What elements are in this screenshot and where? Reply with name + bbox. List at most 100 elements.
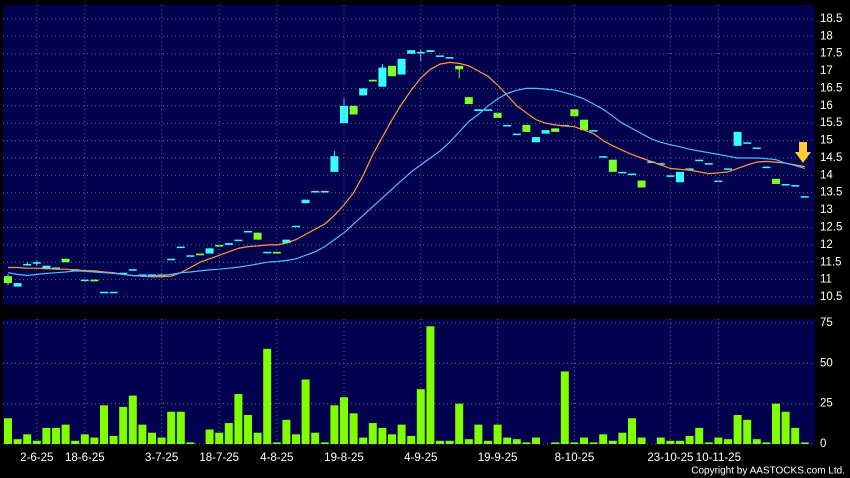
volume-bar	[724, 439, 732, 444]
volume-bar	[608, 440, 617, 444]
x-tick-label: 2-6-25	[20, 452, 53, 464]
volume-bar	[445, 440, 454, 444]
volume-bar	[349, 413, 358, 444]
candle-body	[628, 173, 636, 176]
volume-bar	[215, 432, 224, 444]
volume-bar	[80, 434, 89, 444]
candle-body	[244, 230, 252, 233]
candle-body	[551, 128, 560, 132]
candle-body	[608, 159, 617, 172]
candle-body	[186, 255, 195, 257]
candle-body	[32, 262, 41, 264]
candle-body	[128, 269, 137, 271]
volume-panel	[3, 319, 815, 444]
y-tick-label: 18	[820, 30, 833, 42]
candle-body	[416, 51, 425, 54]
candle-body	[733, 131, 742, 146]
volume-bar	[23, 434, 32, 444]
volume-bar	[272, 442, 281, 444]
volume-bar	[263, 348, 272, 444]
volume-bar	[407, 435, 416, 444]
volume-bar	[416, 389, 425, 444]
volume-bar	[704, 442, 713, 444]
x-tick-label: 3-7-25	[145, 452, 178, 464]
volume-bar	[618, 432, 627, 444]
candle-body	[647, 161, 656, 163]
x-tick-label: 4-9-25	[404, 452, 437, 464]
volume-bar	[100, 405, 108, 444]
candle-body	[455, 65, 464, 70]
candle-body	[397, 58, 406, 75]
candle-body	[138, 274, 147, 276]
y-tick-label: 11.5	[820, 256, 842, 268]
candle-body	[196, 253, 204, 256]
volume-bar	[340, 397, 348, 444]
volume-bar	[244, 414, 252, 444]
volume-bar	[772, 403, 780, 444]
volume-bar	[714, 437, 723, 444]
candle-body	[4, 276, 12, 284]
volume-bar	[378, 427, 387, 444]
volume-bar	[320, 442, 329, 444]
volume-bar	[292, 434, 300, 444]
candle-body	[666, 175, 675, 177]
y-tick-label: 0	[820, 438, 826, 450]
candle-body	[637, 180, 646, 188]
candle-body	[599, 156, 608, 158]
volume-bar	[176, 411, 185, 444]
volume-bar	[52, 427, 60, 444]
y-tick-label: 10.5	[820, 291, 842, 303]
volume-bar	[253, 432, 262, 444]
volume-bar	[311, 432, 320, 444]
volume-bar	[493, 424, 502, 444]
volume-bar	[455, 403, 464, 444]
volume-bar	[589, 442, 598, 444]
candle-body	[13, 283, 22, 287]
candle-body	[541, 130, 550, 134]
candle-body	[90, 279, 99, 282]
candle-body	[167, 258, 176, 261]
arrow-shaft	[799, 142, 807, 153]
candle-body	[272, 251, 281, 254]
candle-body	[292, 225, 300, 228]
candle-body	[253, 232, 262, 240]
y-tick-label: 14	[820, 169, 833, 181]
volume-bar	[570, 442, 579, 444]
volume-bar	[397, 424, 406, 444]
candle-body	[752, 147, 761, 150]
candle-body	[320, 190, 329, 193]
volume-bar	[685, 435, 694, 444]
volume-bar	[42, 427, 51, 444]
candle-body	[618, 171, 627, 174]
volume-bar	[205, 429, 214, 444]
candle-body	[119, 272, 128, 275]
candle-body	[263, 251, 272, 254]
volume-bar	[474, 424, 483, 444]
volume-bar	[90, 437, 99, 444]
volume-bar	[426, 326, 435, 444]
candle-body	[340, 105, 348, 124]
plot-layer: 10.5 11 11.5 12 12.5 13 13.5 14 14.5 15 15.5 16 16.5…	[3, 5, 842, 464]
volume-bar	[781, 411, 790, 444]
candle-body	[42, 265, 51, 270]
candle-body	[685, 168, 694, 170]
candle-body	[522, 124, 531, 132]
candle-body	[656, 163, 665, 165]
y-tick-label: 12	[820, 239, 833, 251]
volume-bar	[628, 418, 636, 444]
candle-body	[426, 50, 435, 52]
candle-body	[23, 263, 32, 266]
candle-body	[368, 79, 377, 82]
y-tick-label: 17	[820, 65, 833, 77]
volume-bar	[224, 423, 233, 444]
y-tick-label: 13	[820, 204, 833, 216]
volume-bar	[512, 439, 521, 444]
candle-body	[474, 109, 483, 112]
volume-bar	[4, 418, 12, 444]
volume-bar	[119, 406, 128, 444]
candle-body	[301, 199, 310, 204]
moving-average-line	[7, 87, 805, 277]
candle-body	[311, 190, 320, 193]
candle-body	[61, 258, 70, 263]
candle-body	[762, 166, 771, 169]
